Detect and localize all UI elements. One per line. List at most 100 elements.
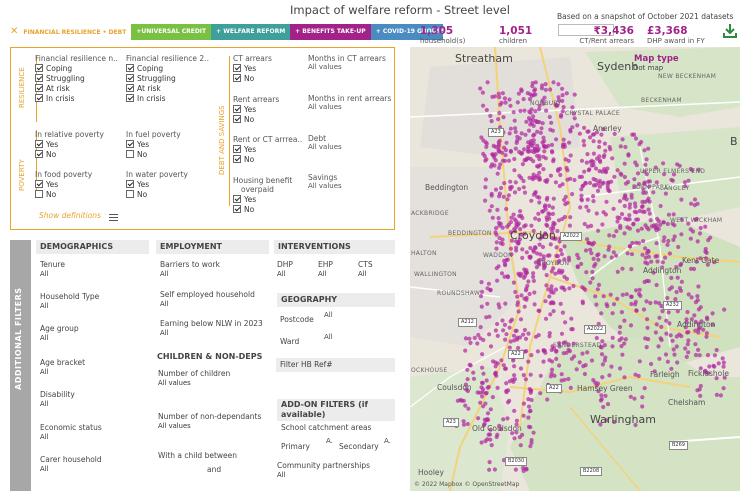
household-dot[interactable] bbox=[678, 288, 684, 293]
household-dot[interactable] bbox=[602, 153, 607, 158]
household-dot[interactable] bbox=[671, 347, 676, 352]
household-dot[interactable] bbox=[483, 439, 488, 444]
household-dot[interactable] bbox=[693, 300, 698, 305]
household-dot[interactable] bbox=[511, 280, 516, 285]
household-dot[interactable] bbox=[486, 384, 491, 389]
map-type-selector[interactable]: Map type Dot map bbox=[633, 54, 679, 72]
household-dot[interactable] bbox=[518, 227, 523, 232]
household-dot[interactable] bbox=[675, 162, 680, 167]
household-dot[interactable] bbox=[498, 102, 503, 107]
household-dot[interactable] bbox=[537, 170, 542, 175]
household-dot[interactable] bbox=[484, 144, 489, 150]
household-dot[interactable] bbox=[501, 417, 506, 422]
household-dot[interactable] bbox=[669, 366, 674, 371]
household-dot[interactable] bbox=[527, 175, 532, 180]
household-dot[interactable] bbox=[582, 371, 587, 377]
household-dot[interactable] bbox=[514, 422, 519, 427]
household-dot[interactable] bbox=[554, 356, 559, 361]
household-dot[interactable] bbox=[566, 158, 571, 163]
household-dot[interactable] bbox=[500, 91, 505, 96]
household-dot[interactable] bbox=[658, 222, 663, 227]
household-dot[interactable] bbox=[571, 111, 576, 116]
household-dot[interactable] bbox=[563, 320, 568, 325]
household-dot[interactable] bbox=[611, 206, 616, 211]
household-dot[interactable] bbox=[512, 118, 517, 123]
checkbox-yes[interactable]: Yes bbox=[126, 139, 181, 149]
household-dot[interactable] bbox=[526, 331, 531, 336]
household-dot[interactable] bbox=[612, 174, 617, 179]
household-dot[interactable] bbox=[533, 245, 538, 251]
household-dot[interactable] bbox=[721, 386, 726, 391]
household-dot[interactable] bbox=[496, 264, 501, 269]
checkbox-in-crisis[interactable]: In crisis bbox=[35, 93, 118, 103]
household-dot[interactable] bbox=[517, 335, 523, 340]
household-dot[interactable] bbox=[641, 307, 647, 312]
household-dot[interactable] bbox=[722, 375, 727, 380]
household-dot[interactable] bbox=[704, 331, 709, 336]
household-dot[interactable] bbox=[481, 371, 486, 376]
household-dot[interactable] bbox=[593, 177, 598, 183]
household-dot[interactable] bbox=[512, 229, 518, 234]
household-dot[interactable] bbox=[537, 154, 542, 159]
household-dot[interactable] bbox=[690, 168, 695, 173]
household-dot[interactable] bbox=[610, 335, 615, 340]
household-dot[interactable] bbox=[493, 187, 499, 192]
household-dot[interactable] bbox=[501, 115, 506, 120]
household-dot[interactable] bbox=[541, 167, 546, 172]
household-dot[interactable] bbox=[513, 467, 518, 472]
household-dot[interactable] bbox=[558, 172, 563, 178]
household-dot[interactable] bbox=[663, 191, 668, 196]
household-dot[interactable] bbox=[620, 352, 625, 357]
household-dot[interactable] bbox=[645, 261, 650, 266]
household-dot[interactable] bbox=[722, 307, 727, 312]
household-dot[interactable] bbox=[609, 255, 614, 260]
household-dot[interactable] bbox=[521, 185, 526, 190]
household-dot[interactable] bbox=[683, 184, 688, 189]
tab-covid-groups[interactable]: + COVID-19 GROUPS bbox=[370, 24, 443, 40]
household-dot[interactable] bbox=[686, 292, 691, 297]
household-dot[interactable] bbox=[528, 254, 533, 259]
household-dot[interactable] bbox=[612, 419, 617, 425]
household-dot[interactable] bbox=[508, 179, 513, 184]
household-dot[interactable] bbox=[559, 252, 564, 257]
household-dot[interactable] bbox=[656, 344, 661, 349]
household-dot[interactable] bbox=[660, 309, 665, 314]
checkbox-yes[interactable]: Yes bbox=[126, 179, 188, 189]
household-dot[interactable] bbox=[585, 224, 590, 229]
household-dot[interactable] bbox=[618, 171, 623, 176]
household-dot[interactable] bbox=[508, 230, 514, 235]
filter-primary[interactable]: Primary bbox=[281, 442, 310, 451]
household-dot[interactable] bbox=[532, 88, 537, 93]
household-dot[interactable] bbox=[579, 193, 584, 198]
household-dot[interactable] bbox=[528, 118, 533, 123]
household-dot[interactable] bbox=[674, 265, 679, 270]
household-dot[interactable] bbox=[562, 274, 567, 279]
household-dot[interactable] bbox=[465, 377, 470, 382]
household-dot[interactable] bbox=[564, 91, 569, 96]
household-dot[interactable] bbox=[515, 302, 520, 308]
household-dot[interactable] bbox=[622, 231, 627, 236]
household-dot[interactable] bbox=[646, 279, 651, 284]
household-dot[interactable] bbox=[541, 254, 546, 259]
household-dot[interactable] bbox=[686, 178, 691, 183]
household-dot[interactable] bbox=[704, 256, 709, 261]
household-dot[interactable] bbox=[591, 194, 596, 199]
household-dot[interactable] bbox=[714, 376, 719, 381]
household-dot[interactable] bbox=[480, 394, 485, 399]
household-dot[interactable] bbox=[480, 352, 485, 357]
household-dot[interactable] bbox=[590, 242, 595, 247]
household-dot[interactable] bbox=[507, 131, 512, 136]
household-dot[interactable] bbox=[591, 151, 596, 156]
household-dot[interactable] bbox=[632, 396, 637, 401]
household-dot[interactable] bbox=[500, 241, 505, 247]
household-dot[interactable] bbox=[488, 407, 493, 412]
filter-hb-ref[interactable]: Filter HB Ref# bbox=[276, 358, 395, 372]
household-dot[interactable] bbox=[640, 395, 645, 400]
household-dot[interactable] bbox=[647, 179, 652, 184]
household-dot[interactable] bbox=[484, 141, 489, 146]
household-dot[interactable] bbox=[619, 310, 624, 315]
household-dot[interactable] bbox=[644, 157, 649, 162]
household-dot[interactable] bbox=[524, 270, 529, 275]
household-dot[interactable] bbox=[611, 250, 616, 255]
household-dot[interactable] bbox=[588, 247, 593, 252]
